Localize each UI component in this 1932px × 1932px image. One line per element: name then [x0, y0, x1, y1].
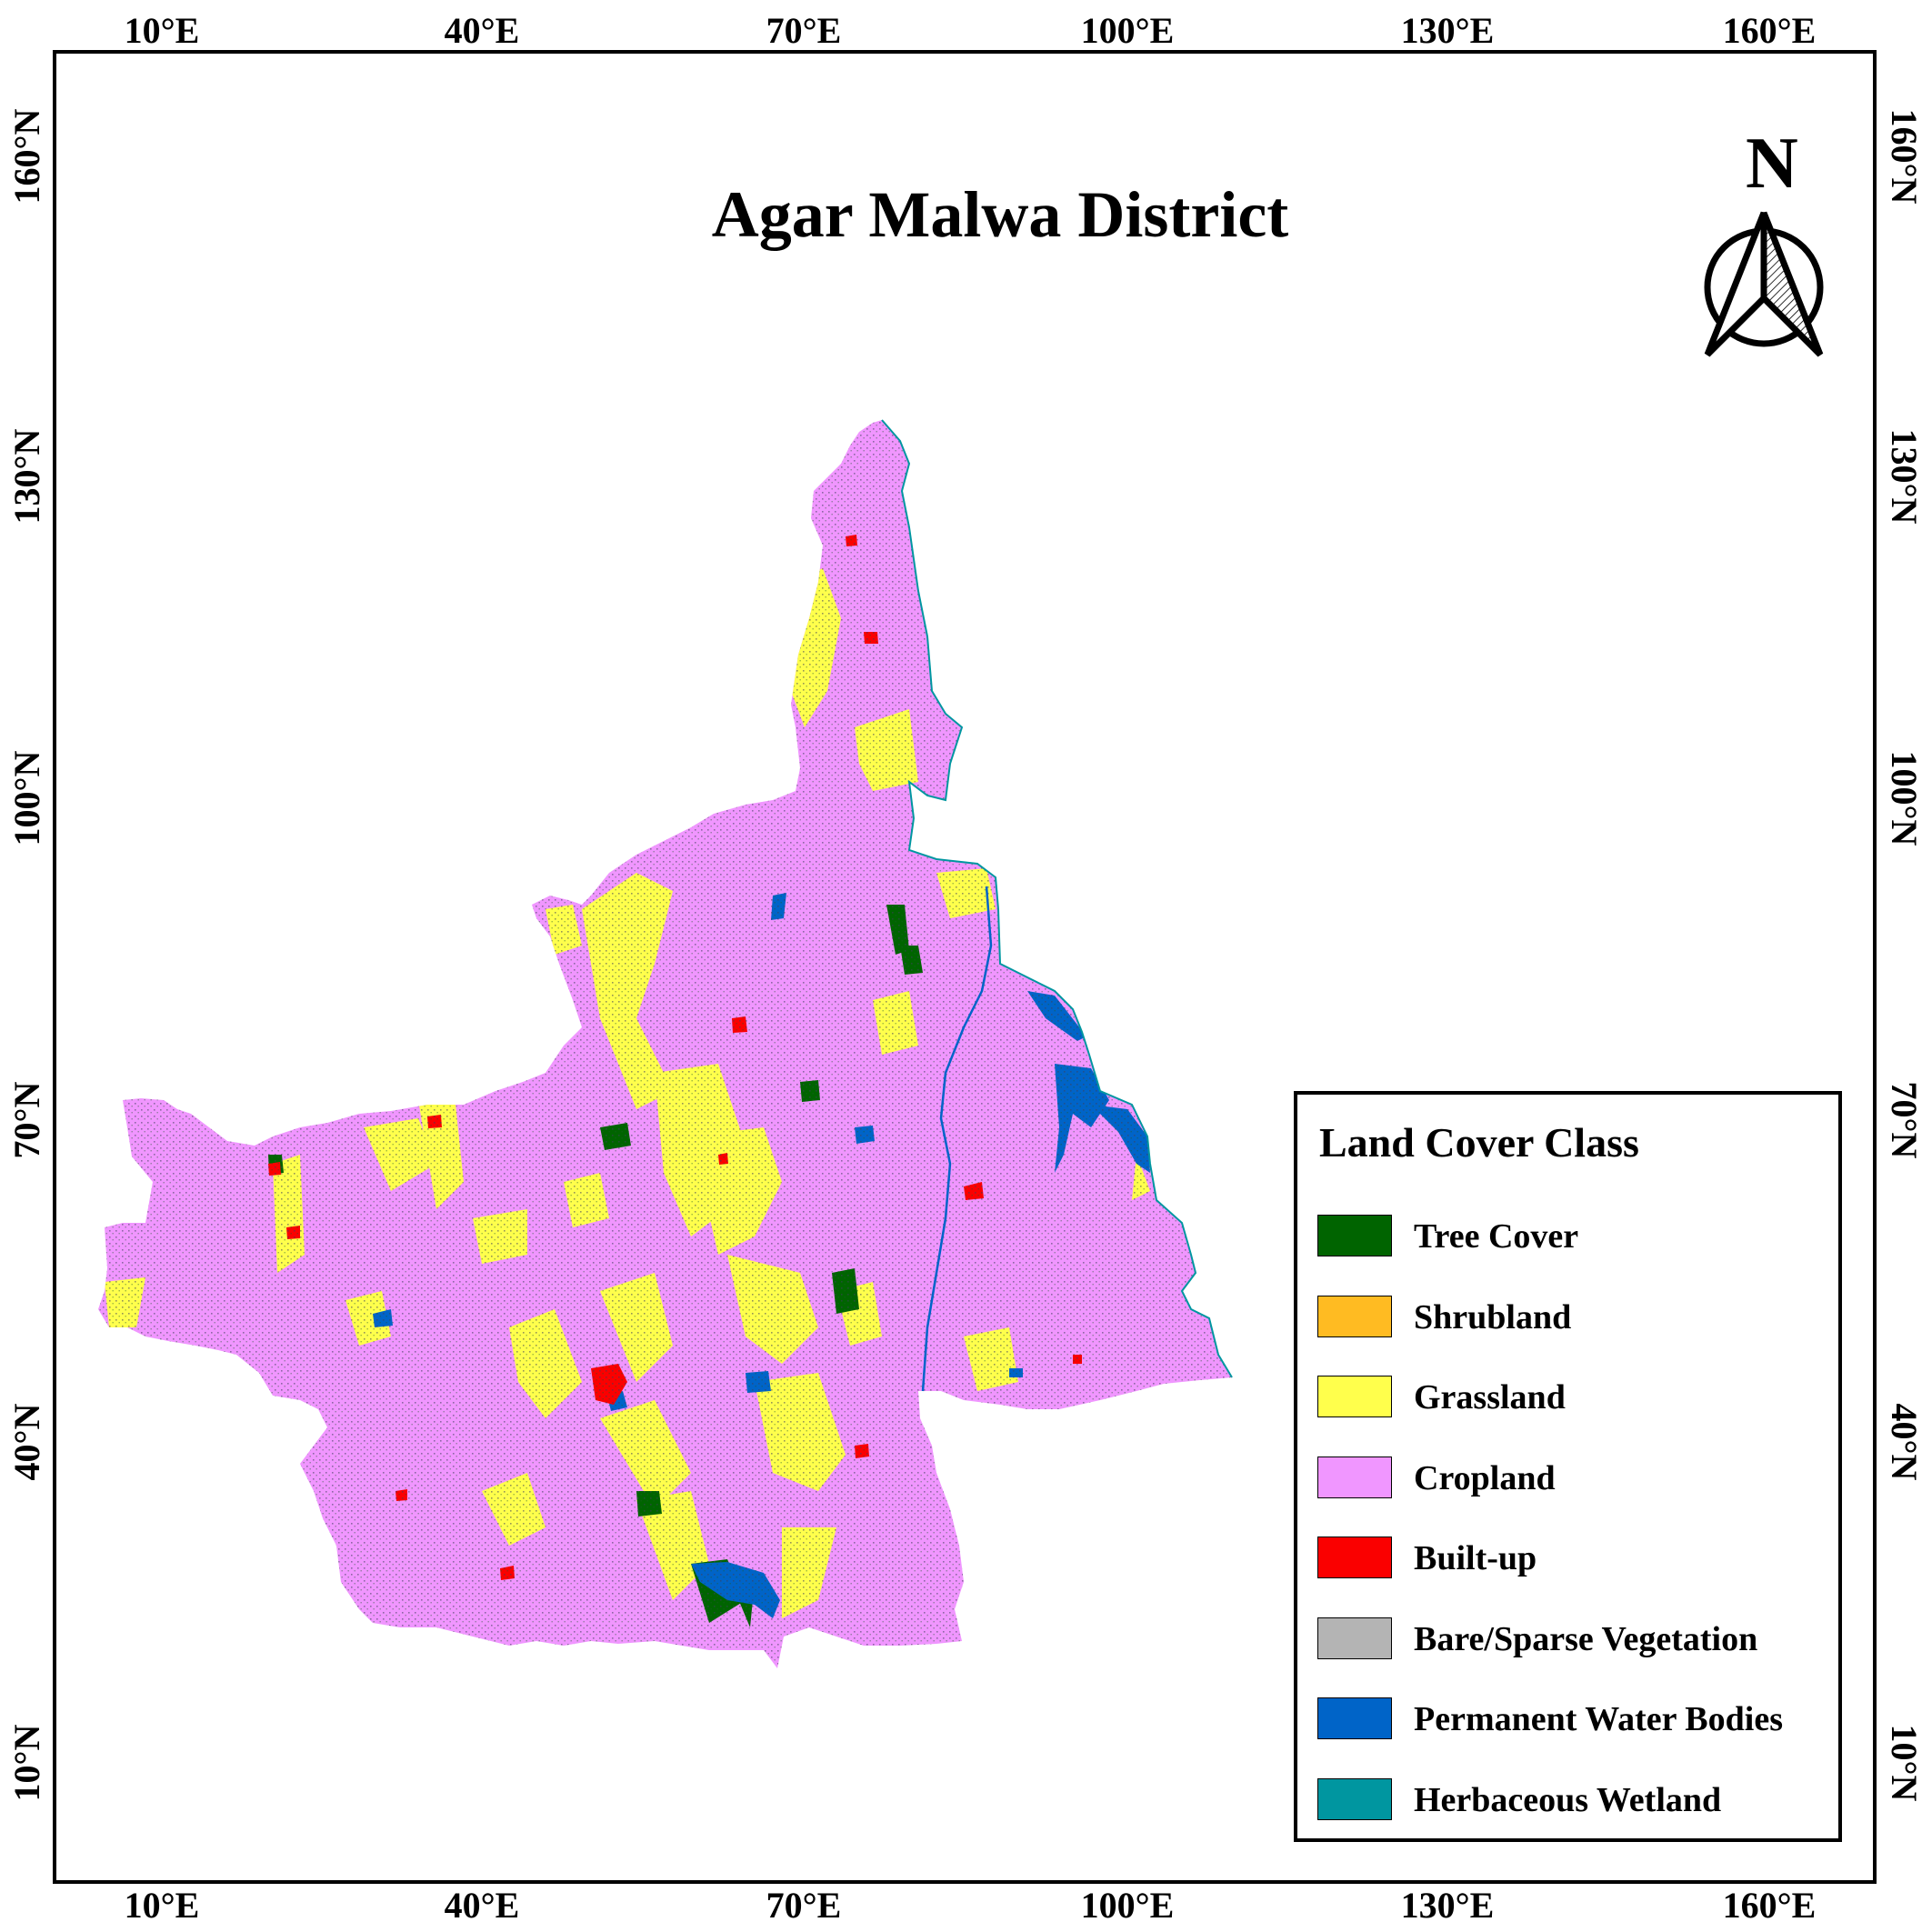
legend-item-herbaceous-wetland: Herbaceous Wetland: [1317, 1778, 1827, 1824]
lon-tick-top-70e: 70°E: [766, 10, 842, 51]
legend-label: Permanent Water Bodies: [1414, 1700, 1783, 1738]
legend-item-built-up: Built-up: [1317, 1537, 1827, 1582]
legend-swatch: [1317, 1457, 1392, 1498]
legend-swatch: [1317, 1296, 1392, 1337]
legend-label: Shrubland: [1414, 1298, 1572, 1336]
lon-tick-top-40e: 40°E: [444, 10, 520, 51]
legend-label: Tree Cover: [1414, 1217, 1579, 1256]
legend-swatch: [1317, 1215, 1392, 1256]
legend-label: Built-up: [1414, 1539, 1537, 1577]
lon-tick-top-160e: 160°E: [1722, 10, 1817, 51]
legend-swatch: [1317, 1617, 1392, 1659]
north-arrow-icon: [1704, 211, 1824, 357]
legend-label: Herbaceous Wetland: [1414, 1781, 1722, 1819]
lon-tick-bottom-70e: 70°E: [766, 1885, 842, 1926]
legend-item-tree-cover: Tree Cover: [1317, 1215, 1827, 1260]
district-outline: [881, 419, 1233, 1378]
legend-swatch: [1317, 1778, 1392, 1820]
map-title: Agar Malwa District: [711, 178, 1289, 251]
legend-swatch: [1317, 1537, 1392, 1578]
legend-title: Land Cover Class: [1319, 1119, 1639, 1166]
lon-tick-bottom-10e: 10°E: [124, 1885, 200, 1926]
legend-label: Bare/Sparse Vegetation: [1414, 1620, 1758, 1658]
legend-label: Grassland: [1414, 1378, 1566, 1416]
lon-tick-bottom-40e: 40°E: [444, 1885, 520, 1926]
legend-label: Cropland: [1414, 1459, 1556, 1497]
lon-tick-bottom-160e: 160°E: [1722, 1885, 1817, 1926]
river-line: [921, 886, 993, 1392]
lon-tick-top-10e: 10°E: [124, 10, 200, 51]
legend-item-bare-sparse-vegetation: Bare/Sparse Vegetation: [1317, 1617, 1827, 1663]
north-label: N: [1746, 124, 1798, 204]
lon-tick-bottom-100e: 100°E: [1080, 1885, 1175, 1926]
legend-swatch: [1317, 1376, 1392, 1417]
lon-tick-bottom-130e: 130°E: [1400, 1885, 1495, 1926]
lon-tick-top-130e: 130°E: [1400, 10, 1495, 51]
legend-item-grassland: Grassland: [1317, 1376, 1827, 1421]
legend-item-permanent-water-bodies: Permanent Water Bodies: [1317, 1697, 1827, 1743]
lon-tick-top-100e: 100°E: [1080, 10, 1175, 51]
map-frame: [53, 50, 1877, 1884]
legend-swatch: [1317, 1697, 1392, 1739]
legend-item-shrubland: Shrubland: [1317, 1296, 1827, 1341]
legend-box: Land Cover Class Tree Cover Shrubland Gr…: [1294, 1091, 1842, 1842]
legend-item-cropland: Cropland: [1317, 1457, 1827, 1502]
